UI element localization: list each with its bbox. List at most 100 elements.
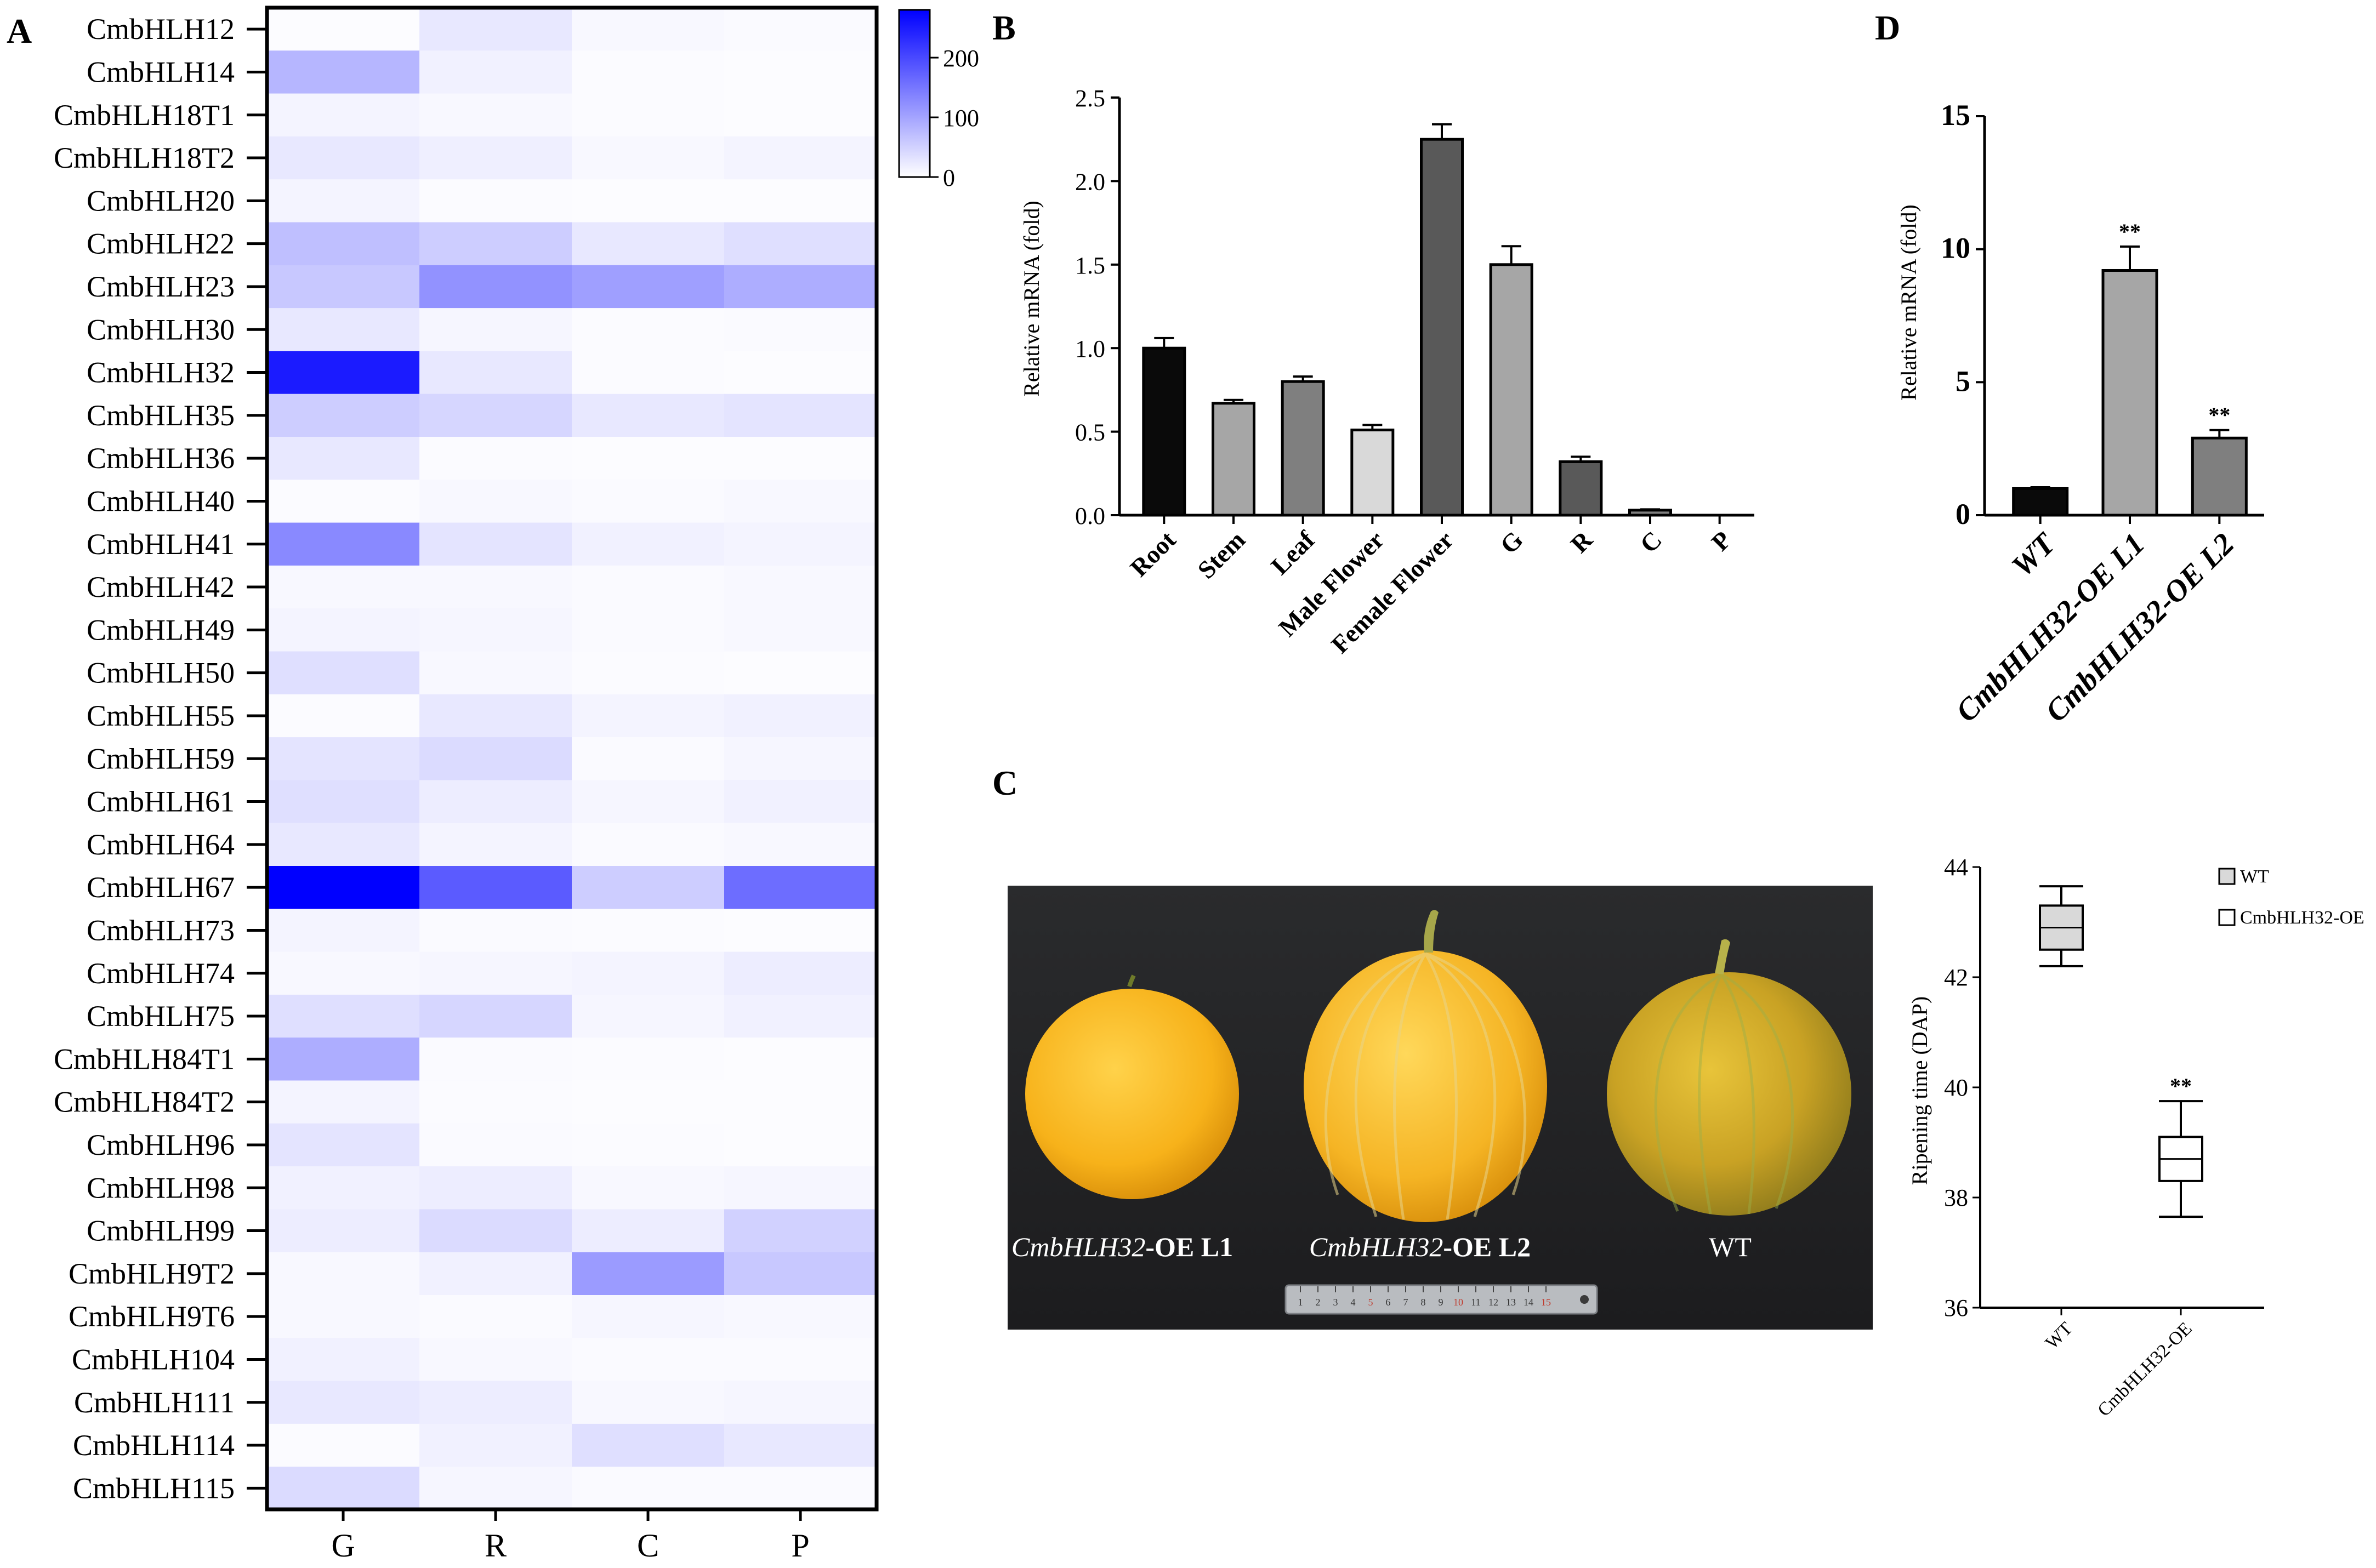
heatmap-cell <box>724 1381 877 1424</box>
heatmap-cell <box>724 1166 877 1210</box>
box-plot-ylabel: Ripening time (DAP) <box>1907 996 1932 1185</box>
heatmap-row-label: CmbHLH98 <box>87 1171 235 1204</box>
melon-l1-stem <box>1127 974 1136 988</box>
heatmap-cell <box>572 866 725 909</box>
heatmap-cell <box>267 1467 420 1510</box>
ruler-number: 3 <box>1333 1297 1338 1308</box>
bar <box>1281 380 1325 517</box>
heatmap-row-label: CmbHLH84T1 <box>54 1042 235 1075</box>
heatmap-cell <box>267 694 420 738</box>
heatmap-cell <box>724 737 877 780</box>
heatmap-cell <box>572 565 725 609</box>
x-tick-label: Female Flower <box>1326 526 1459 659</box>
photo-label-l2-italic: CmbHLH32 <box>1309 1231 1443 1262</box>
heatmap-cell <box>267 823 420 866</box>
heatmap-cell <box>419 179 572 223</box>
heatmap-cell <box>724 823 877 866</box>
heatmap-cell <box>572 265 725 309</box>
heatmap-cell <box>724 93 877 137</box>
heatmap-row-labels: CmbHLH12 CmbHLH14 CmbHLH18T1 CmbHLH18T2 CmbH… <box>54 13 267 1504</box>
heatmap-cell <box>419 1166 572 1210</box>
heatmap-cell <box>267 265 420 309</box>
heatmap-cell <box>572 1295 725 1338</box>
ruler-number: 14 <box>1524 1297 1533 1308</box>
heatmap-cell <box>419 737 572 780</box>
legend-label-wt: WT <box>2240 866 2269 887</box>
heatmap-row-label: CmbHLH35 <box>87 399 235 432</box>
colorbar-tick-label: 0 <box>943 164 955 191</box>
heatmap-cell <box>724 136 877 180</box>
heatmap-row-label: CmbHLH40 <box>87 484 235 517</box>
heatmap-cell <box>419 909 572 953</box>
melon-wt-netting <box>1654 973 1794 1215</box>
heatmap-cell <box>419 351 572 395</box>
heatmap-cell <box>267 1209 420 1253</box>
heatmap-row-label: CmbHLH42 <box>87 571 235 603</box>
heatmap-cell <box>419 437 572 480</box>
heatmap-row-label: CmbHLH22 <box>87 227 235 260</box>
heatmap-row-label: CmbHLH67 <box>87 871 235 904</box>
heatmap-cell <box>724 951 877 995</box>
photo-label-l2: CmbHLH32-OE L2 <box>1309 1231 1531 1262</box>
heatmap-cell <box>572 1209 725 1253</box>
ruler-number: 10 <box>1453 1297 1463 1308</box>
heatmap-row-label: CmbHLH75 <box>87 1000 235 1033</box>
photo-label-l1-rest: -OE L1 <box>1145 1231 1233 1262</box>
heatmap-row-label: CmbHLH20 <box>87 184 235 217</box>
heatmap-cell <box>419 780 572 824</box>
ruler-number: 2 <box>1316 1297 1321 1308</box>
heatmap-row-label: CmbHLH12 <box>87 13 235 45</box>
y-tick-label: 5 <box>1956 364 1970 397</box>
heatmap-cell <box>724 1252 877 1296</box>
heatmap-cell <box>419 994 572 1038</box>
heatmap-cell <box>267 737 420 780</box>
heatmap-cell <box>724 308 877 351</box>
panel-letter-d: D <box>1875 8 1900 47</box>
heatmap-cell <box>267 866 420 909</box>
photo-label-wt-rest: WT <box>1709 1231 1752 1262</box>
y-tick-label: 1.0 <box>1075 335 1105 362</box>
box-plot-boxes: ** <box>2039 885 2203 1218</box>
melon-l2-stem <box>1424 910 1439 953</box>
heatmap-row-label: CmbHLH14 <box>87 55 235 88</box>
box-plot-axes: 36 38 40 42 44 <box>1944 854 2264 1321</box>
ruler-number: 9 <box>1439 1297 1443 1308</box>
heatmap-cell <box>724 394 877 437</box>
heatmap-cell <box>572 222 725 266</box>
heatmap-cells <box>267 8 877 1510</box>
heatmap-cell <box>267 50 420 94</box>
heatmap-cell <box>267 1338 420 1382</box>
ruler-number: 11 <box>1471 1297 1480 1308</box>
y-tick-label: 36 <box>1944 1295 1968 1321</box>
heatmap-col-label: P <box>791 1527 809 1564</box>
heatmap-row-label: CmbHLH114 <box>73 1429 235 1462</box>
heatmap-cell <box>572 1381 725 1424</box>
heatmap-cell <box>724 780 877 824</box>
x-tick-label: CmbHLH32-OE <box>2094 1318 2196 1420</box>
heatmap-row-label: CmbHLH30 <box>87 313 235 346</box>
heatmap-cell <box>419 1295 572 1338</box>
heatmap-cell <box>572 8 725 51</box>
ruler-number: 8 <box>1421 1297 1426 1308</box>
bar <box>1212 402 1255 517</box>
bar <box>1350 429 1395 517</box>
heatmap-row-label: CmbHLH74 <box>87 957 235 990</box>
melon-l2-body <box>1304 950 1547 1222</box>
heatmap-cell <box>267 394 420 437</box>
heatmap-cell <box>419 951 572 995</box>
ruler-number: 12 <box>1488 1297 1498 1308</box>
x-tick-label: P <box>1706 526 1737 556</box>
heatmap-cell <box>419 394 572 437</box>
panel-letter-c: C <box>992 763 1018 802</box>
heatmap-cell <box>419 1381 572 1424</box>
heatmap-cell <box>572 136 725 180</box>
heatmap-cell <box>724 1037 877 1081</box>
heatmap-cell <box>419 694 572 738</box>
heatmap: CmbHLH12 CmbHLH14 CmbHLH18T1 CmbHLH18T2 CmbH… <box>54 5 979 1564</box>
significance-mark: ** <box>2170 1074 2192 1098</box>
ruler: 1 2 3 4 5 6 7 8 9 10 11 12 13 14 15 <box>1284 1284 1598 1315</box>
ruler-body <box>1284 1284 1598 1315</box>
